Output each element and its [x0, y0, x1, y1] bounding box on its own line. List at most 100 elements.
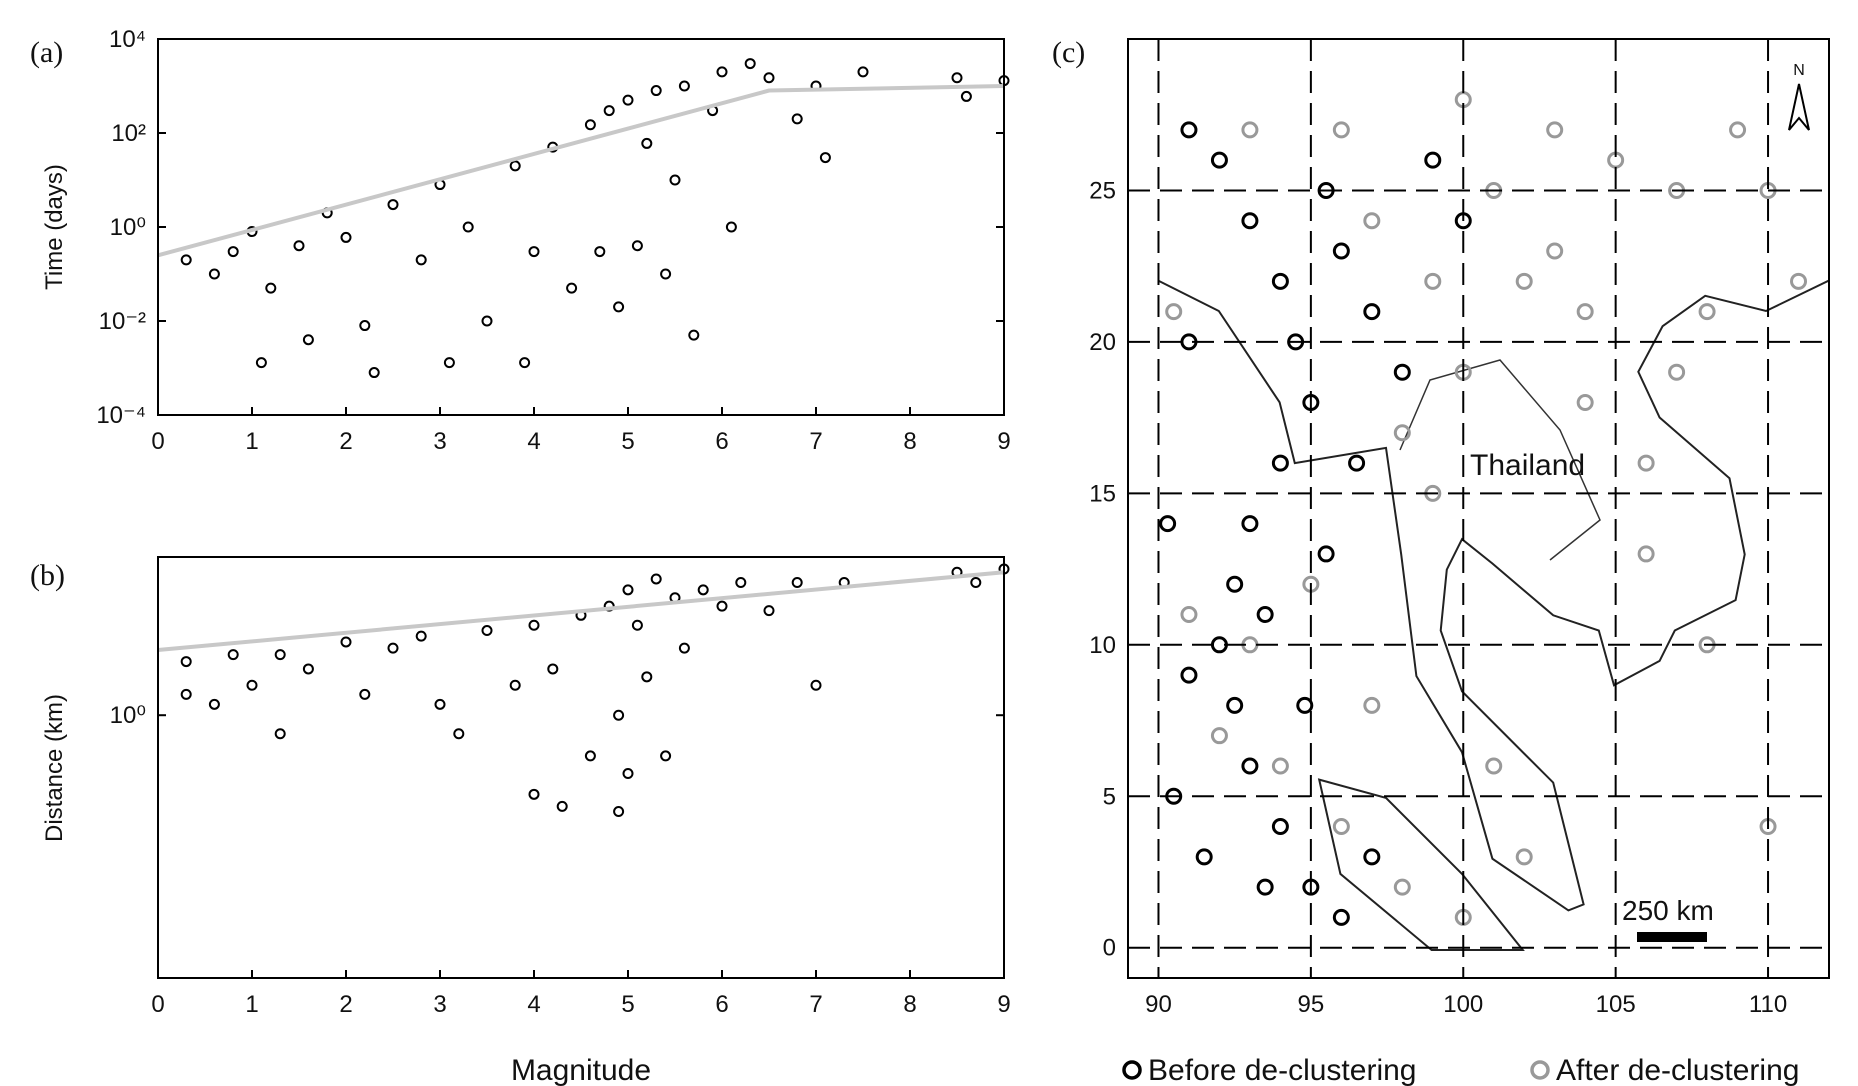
data-point	[791, 576, 803, 588]
data-point	[302, 334, 314, 346]
x-tick-label: 6	[715, 991, 728, 1018]
data-point	[1180, 121, 1198, 139]
data-point	[443, 357, 455, 369]
data-point	[1241, 757, 1259, 775]
data-point	[1241, 515, 1259, 533]
data-point	[509, 679, 521, 691]
data-point	[227, 246, 239, 258]
data-point	[1271, 272, 1289, 290]
data-point	[1363, 212, 1381, 230]
annotation: Thailand	[1470, 449, 1585, 482]
data-point	[1576, 303, 1594, 321]
panel-label: (c)	[1052, 36, 1085, 69]
data-point	[547, 663, 559, 675]
x-tick-label: 7	[809, 428, 822, 455]
x-tick-label: 1	[245, 428, 258, 455]
plot-frame	[1127, 38, 1830, 979]
x-tick-label: 90	[1145, 991, 1172, 1018]
plot-frame	[157, 38, 1005, 416]
data-point	[697, 584, 709, 596]
data-point	[1576, 393, 1594, 411]
legend-marker	[1122, 1060, 1142, 1080]
data-point	[1515, 272, 1533, 290]
x-tick-label: 6	[715, 428, 728, 455]
data-point	[1485, 757, 1503, 775]
data-point	[631, 619, 643, 631]
annotation: N	[1793, 62, 1805, 79]
x-tick-label: 3	[433, 428, 446, 455]
data-point	[1637, 545, 1655, 563]
data-point	[293, 240, 305, 252]
data-point	[819, 152, 831, 164]
data-point	[1363, 696, 1381, 714]
panel-label: (a)	[30, 36, 63, 69]
data-point	[951, 72, 963, 84]
data-point	[1210, 727, 1228, 745]
data-point	[1393, 878, 1411, 896]
data-point	[688, 329, 700, 341]
data-point	[763, 72, 775, 84]
fit-line	[157, 570, 1005, 653]
data-point	[669, 174, 681, 186]
data-point	[1393, 363, 1411, 381]
data-point	[1180, 666, 1198, 684]
y-axis-label: Time (days)	[41, 164, 68, 290]
data-point	[1165, 303, 1183, 321]
legend-marker	[1530, 1060, 1550, 1080]
data-point	[1363, 848, 1381, 866]
data-point	[641, 671, 653, 683]
data-point	[180, 688, 192, 700]
north-arrow	[1788, 83, 1810, 131]
legend-label: Before de-clustering	[1148, 1054, 1416, 1086]
data-point	[1195, 848, 1213, 866]
data-point	[340, 636, 352, 648]
data-point	[1668, 363, 1686, 381]
x-tick-label: 100	[1443, 991, 1483, 1018]
data-point	[208, 698, 220, 710]
scale-bar	[1637, 932, 1707, 942]
data-point	[970, 576, 982, 588]
legend-label: After de-clustering	[1556, 1054, 1799, 1086]
y-tick-label: 25	[1089, 177, 1116, 204]
data-point	[387, 642, 399, 654]
data-point	[180, 656, 192, 668]
data-point	[1159, 515, 1177, 533]
x-tick-label: 5	[621, 428, 634, 455]
data-point	[462, 221, 474, 233]
data-point	[810, 679, 822, 691]
data-point	[528, 619, 540, 631]
data-point	[1515, 848, 1533, 866]
data-point	[1256, 606, 1274, 624]
data-point	[1271, 818, 1289, 836]
data-point	[660, 750, 672, 762]
data-point	[1424, 272, 1442, 290]
data-point	[387, 199, 399, 211]
data-point	[613, 709, 625, 721]
data-point	[744, 58, 756, 70]
x-tick-label: 7	[809, 991, 822, 1018]
y-tick-label: 10⁻²	[99, 308, 146, 335]
data-point	[566, 282, 578, 294]
data-point	[622, 584, 634, 596]
data-point	[763, 605, 775, 617]
x-tick-label: 2	[339, 991, 352, 1018]
data-point	[1241, 212, 1259, 230]
data-point	[1546, 121, 1564, 139]
panel-label: (b)	[30, 559, 65, 592]
data-point	[1363, 303, 1381, 321]
x-tick-label: 9	[997, 991, 1010, 1018]
data-point	[1424, 151, 1442, 169]
data-point	[481, 315, 493, 327]
data-point	[678, 642, 690, 654]
data-point	[716, 66, 728, 78]
data-point	[255, 357, 267, 369]
y-tick-label: 0	[1103, 935, 1116, 962]
data-point	[227, 649, 239, 661]
data-point	[584, 119, 596, 131]
data-point	[1637, 454, 1655, 472]
data-point	[340, 231, 352, 243]
data-point	[1210, 151, 1228, 169]
data-point	[1698, 303, 1716, 321]
data-point	[960, 90, 972, 102]
